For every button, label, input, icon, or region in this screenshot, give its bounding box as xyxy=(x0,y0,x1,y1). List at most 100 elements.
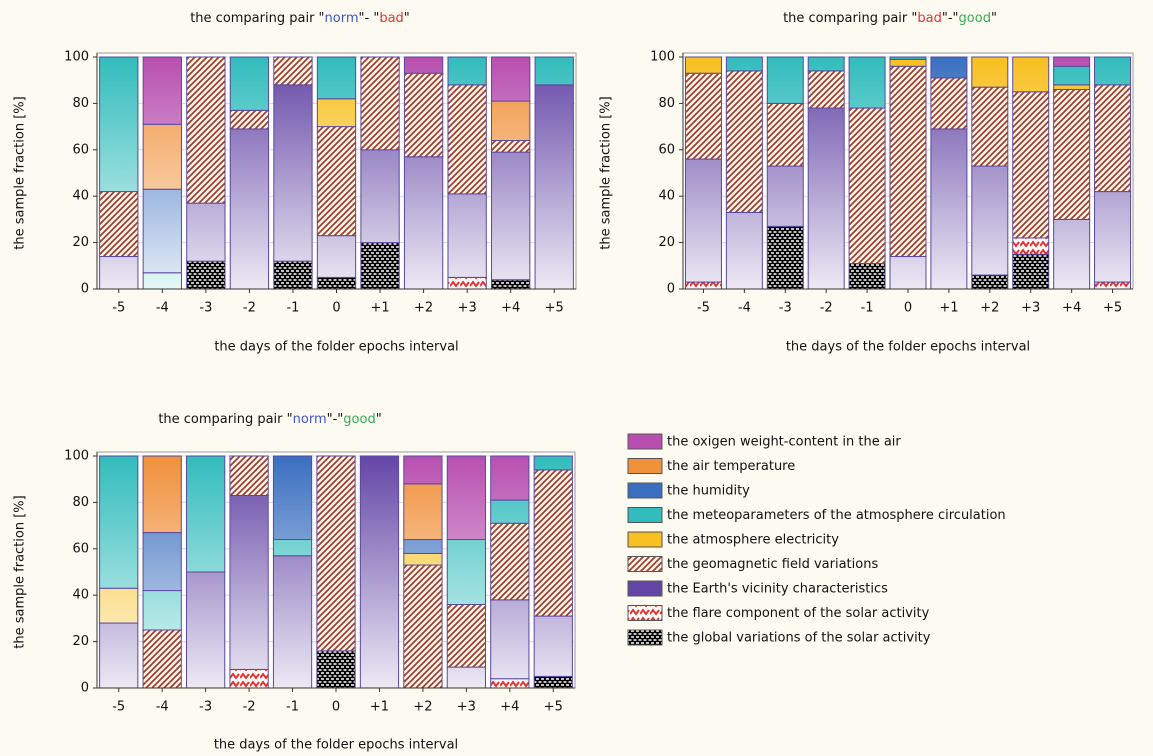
bar-segment xyxy=(447,193,487,278)
bar-segment xyxy=(446,455,486,541)
x-tick-label: -4 xyxy=(156,700,169,715)
legend-label: the global variations of the solar activ… xyxy=(667,631,931,646)
title-part: "- " xyxy=(359,11,380,26)
bar-segment xyxy=(99,56,139,193)
bar-segment xyxy=(229,668,269,689)
bar-segment xyxy=(447,276,487,290)
bar-segment xyxy=(142,188,182,274)
bar-segment xyxy=(971,56,1009,88)
x-tick-label: -1 xyxy=(861,301,874,316)
x-tick-label: +3 xyxy=(458,301,477,316)
x-tick-label: +3 xyxy=(1021,301,1040,316)
y-tick-label: 60 xyxy=(72,142,89,157)
y-tick-label: 60 xyxy=(658,142,675,157)
bar-segment xyxy=(1053,65,1091,86)
x-tick-label: -4 xyxy=(156,301,169,316)
x-tick-label: +1 xyxy=(939,301,958,316)
bar-segment xyxy=(99,587,139,624)
title-part: "-" xyxy=(942,11,959,26)
bar-segment xyxy=(229,109,270,130)
y-tick-label: 20 xyxy=(72,235,89,250)
bar-segment xyxy=(490,599,530,680)
bar-segment xyxy=(447,56,487,86)
y-tick-label: 40 xyxy=(658,189,675,204)
bar-segment xyxy=(491,140,531,153)
x-axis-label: the days of the folder epochs interval xyxy=(786,340,1030,355)
legend-swatch xyxy=(627,580,663,597)
x-tick-label: +2 xyxy=(414,301,433,316)
bar-segment xyxy=(99,455,139,589)
x-tick-label: +1 xyxy=(370,301,389,316)
chart-title: the comparing pair "norm"-"good" xyxy=(158,412,381,427)
legend-label: the geomagnetic field variations xyxy=(667,557,878,572)
bar-segment xyxy=(142,629,182,689)
bar-segment xyxy=(1053,56,1091,67)
bar-segment xyxy=(229,494,269,670)
bar-segment xyxy=(359,455,400,689)
bar-segment xyxy=(684,72,722,160)
x-tick-label: +5 xyxy=(544,700,563,715)
y-tick-label: 60 xyxy=(72,541,89,556)
bar-segment xyxy=(186,455,226,573)
bar-segment xyxy=(1094,191,1132,283)
bar-segment xyxy=(142,532,182,592)
y-tick-label: 20 xyxy=(658,235,675,250)
title-part: " xyxy=(376,412,382,427)
x-tick-label: +4 xyxy=(500,700,519,715)
bar-segment xyxy=(99,191,139,258)
x-tick-label: 0 xyxy=(904,301,912,316)
bar-segment xyxy=(930,77,968,130)
bar-segment xyxy=(273,56,313,86)
legend-swatch xyxy=(627,531,663,548)
bar-segment xyxy=(272,539,313,557)
bar-segment xyxy=(1012,91,1050,239)
legend-swatch xyxy=(627,482,663,499)
bar-segment xyxy=(360,149,400,244)
x-tick-label: +3 xyxy=(457,700,476,715)
bar-segment xyxy=(491,151,531,281)
x-tick-label: +5 xyxy=(1103,301,1122,316)
bar-segment xyxy=(490,522,530,601)
bar-segment xyxy=(491,56,531,102)
bar-segment xyxy=(534,56,574,86)
bar-segment xyxy=(848,262,886,290)
x-tick-label: -4 xyxy=(738,301,751,316)
bar-segment xyxy=(446,603,486,668)
y-tick-label: 80 xyxy=(72,96,89,111)
bar-segment xyxy=(766,56,804,104)
bar-segment xyxy=(142,590,182,631)
x-tick-label: 0 xyxy=(332,700,340,715)
y-tick-label: 20 xyxy=(72,634,89,649)
bar-segment xyxy=(229,128,270,290)
bar-segment xyxy=(316,126,357,237)
bar-segment xyxy=(403,483,443,541)
bar-segment xyxy=(316,235,357,278)
x-tick-label: +4 xyxy=(1062,301,1081,316)
y-tick-label: 80 xyxy=(658,96,675,111)
bar-segment xyxy=(533,615,573,677)
bar-segment xyxy=(186,56,226,204)
x-tick-label: 0 xyxy=(332,301,340,316)
bar-segment xyxy=(403,56,444,74)
x-tick-label: -1 xyxy=(286,700,299,715)
bar-segment xyxy=(807,56,845,72)
bar-segment xyxy=(1012,56,1050,93)
bar-segment xyxy=(1094,281,1132,290)
bar-segment xyxy=(142,56,182,125)
legend-swatch xyxy=(627,507,663,523)
bar-segment xyxy=(447,84,487,195)
y-tick-label: 100 xyxy=(650,50,675,65)
x-tick-label: -3 xyxy=(199,700,212,715)
bar-segment xyxy=(316,455,356,652)
bar-segment xyxy=(534,84,574,290)
x-tick-label: -3 xyxy=(779,301,792,316)
x-tick-label: -1 xyxy=(286,301,299,316)
y-tick-label: 40 xyxy=(72,588,89,603)
bar-segment xyxy=(807,70,845,109)
bar-segment xyxy=(316,650,356,689)
y-tick-label: 0 xyxy=(667,282,675,297)
bar-segment xyxy=(490,455,530,501)
bar-segment xyxy=(889,65,927,258)
y-axis-label: the sample fraction [%] xyxy=(13,96,28,249)
